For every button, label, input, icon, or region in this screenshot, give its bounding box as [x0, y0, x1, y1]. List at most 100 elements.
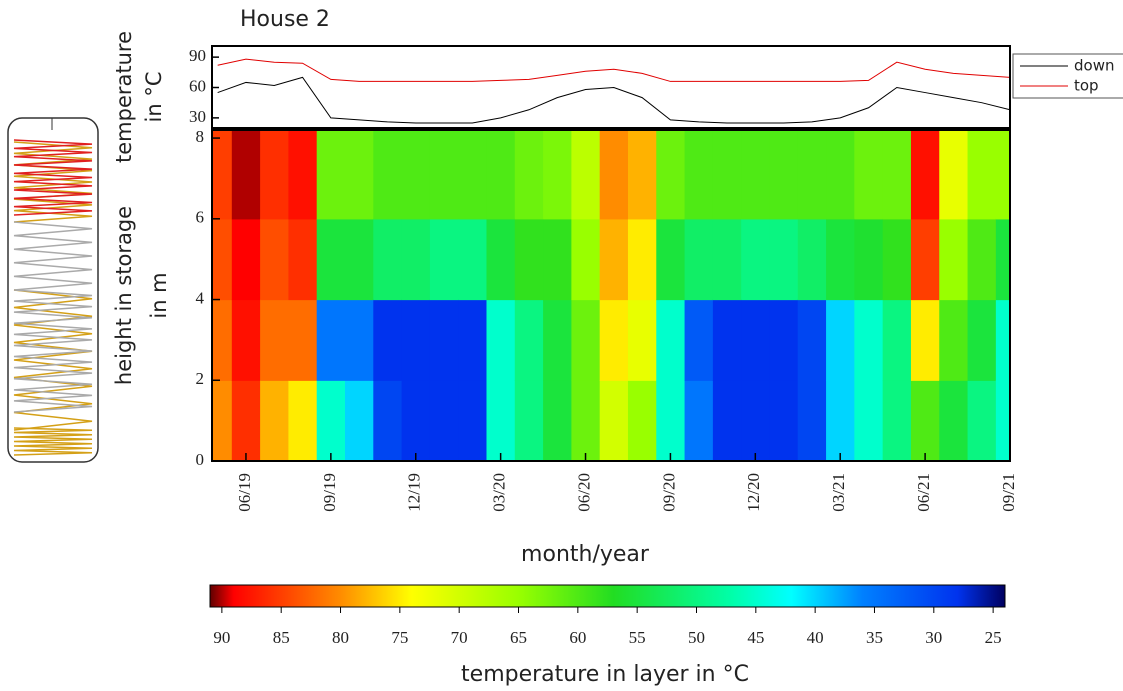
colorbar-tick-label: 80 — [332, 628, 349, 647]
colorbar-tick-label: 65 — [510, 628, 527, 647]
heat-cell — [939, 300, 968, 381]
plot-frame — [212, 46, 1010, 128]
heat-cell — [317, 380, 346, 461]
y-tick-label: 30 — [189, 107, 206, 126]
heat-cell — [212, 380, 232, 461]
heat-cell — [212, 300, 232, 381]
heat-cell — [713, 300, 742, 381]
heat-cell — [854, 130, 883, 219]
heat-cell — [600, 219, 629, 300]
x-tick-label: 06/19 — [235, 473, 254, 512]
heat-cell — [685, 380, 714, 461]
heat-cell — [854, 380, 883, 461]
heat-cell — [854, 300, 883, 381]
heat-cell — [826, 219, 855, 300]
legend-label: down — [1074, 57, 1114, 75]
y-axis-label: temperature — [112, 31, 136, 163]
x-axis-label: month/year — [521, 542, 650, 567]
heat-cell — [713, 130, 742, 219]
heat-cell — [212, 130, 232, 219]
heat-cell — [628, 300, 657, 381]
heat-cell — [996, 300, 1011, 381]
heat-cell — [373, 300, 402, 381]
heat-cell — [769, 219, 798, 300]
x-tick-label: 09/20 — [659, 473, 678, 512]
heat-cell — [260, 300, 289, 381]
heat-cell — [260, 380, 289, 461]
heat-cell — [996, 130, 1011, 219]
heat-cell — [798, 380, 827, 461]
heat-cell — [345, 219, 374, 300]
heat-cell — [656, 380, 685, 461]
heat-cell — [345, 130, 374, 219]
heat-cell — [883, 380, 912, 461]
heat-cell — [543, 130, 572, 219]
heat-cell — [486, 219, 515, 300]
y-tick-label: 60 — [189, 76, 206, 95]
heat-cell — [458, 130, 487, 219]
heat-cell — [458, 300, 487, 381]
heat-cell — [628, 219, 657, 300]
heat-cell — [996, 219, 1011, 300]
heat-cell — [543, 380, 572, 461]
heat-cell — [212, 219, 232, 300]
colorbar-tick-label: 45 — [747, 628, 764, 647]
heat-cell — [543, 300, 572, 381]
heat-cell — [713, 380, 742, 461]
heat-cell — [741, 300, 770, 381]
x-tick-label: 06/20 — [574, 473, 593, 512]
heat-cell — [288, 219, 317, 300]
heat-cell — [430, 300, 459, 381]
heat-cell — [571, 300, 600, 381]
colorbar-tick-label: 60 — [569, 628, 586, 647]
heat-cell — [571, 130, 600, 219]
heat-cell — [288, 130, 317, 219]
heat-cell — [685, 219, 714, 300]
heat-cell — [345, 380, 374, 461]
colorbar-tick-label: 25 — [985, 628, 1002, 647]
y-axis-label: in °C — [142, 72, 166, 123]
x-tick-label: 06/21 — [914, 473, 933, 512]
heat-cell — [656, 219, 685, 300]
chart-title: House 2 — [240, 7, 330, 32]
heat-cell — [402, 130, 431, 219]
heat-cell — [911, 130, 940, 219]
heat-cell — [656, 130, 685, 219]
colorbar-tick-label: 35 — [866, 628, 883, 647]
heat-cell — [628, 380, 657, 461]
colorbar-tick-label: 90 — [213, 628, 230, 647]
heat-cell — [741, 219, 770, 300]
heat-cell — [232, 130, 261, 219]
heat-cell — [288, 380, 317, 461]
colorbar-tick-label: 30 — [925, 628, 942, 647]
heat-cell — [260, 219, 289, 300]
heat-cell — [798, 300, 827, 381]
heat-cell — [826, 380, 855, 461]
colorbar-tick-label: 70 — [451, 628, 468, 647]
heat-cell — [317, 130, 346, 219]
heat-cell — [939, 219, 968, 300]
colorbar-tick-label: 40 — [807, 628, 824, 647]
heat-cell — [656, 300, 685, 381]
heat-cell — [402, 219, 431, 300]
heat-cell — [968, 130, 997, 219]
y-tick-label: 6 — [196, 208, 205, 227]
heat-cell — [571, 219, 600, 300]
x-tick-label: 09/19 — [320, 473, 339, 512]
heat-cell — [713, 219, 742, 300]
heat-cell — [373, 380, 402, 461]
heat-cell — [288, 300, 317, 381]
heat-cell — [968, 300, 997, 381]
heat-cell — [911, 380, 940, 461]
heat-cell — [911, 219, 940, 300]
heat-cell — [741, 130, 770, 219]
colorbar-tick-label: 50 — [688, 628, 705, 647]
storage-tank-diagram — [8, 118, 98, 462]
x-tick-label: 03/21 — [829, 473, 848, 512]
heat-cell — [939, 380, 968, 461]
heat-cell — [996, 380, 1011, 461]
heat-cell — [515, 219, 544, 300]
heat-cell — [458, 219, 487, 300]
heat-cell — [373, 219, 402, 300]
